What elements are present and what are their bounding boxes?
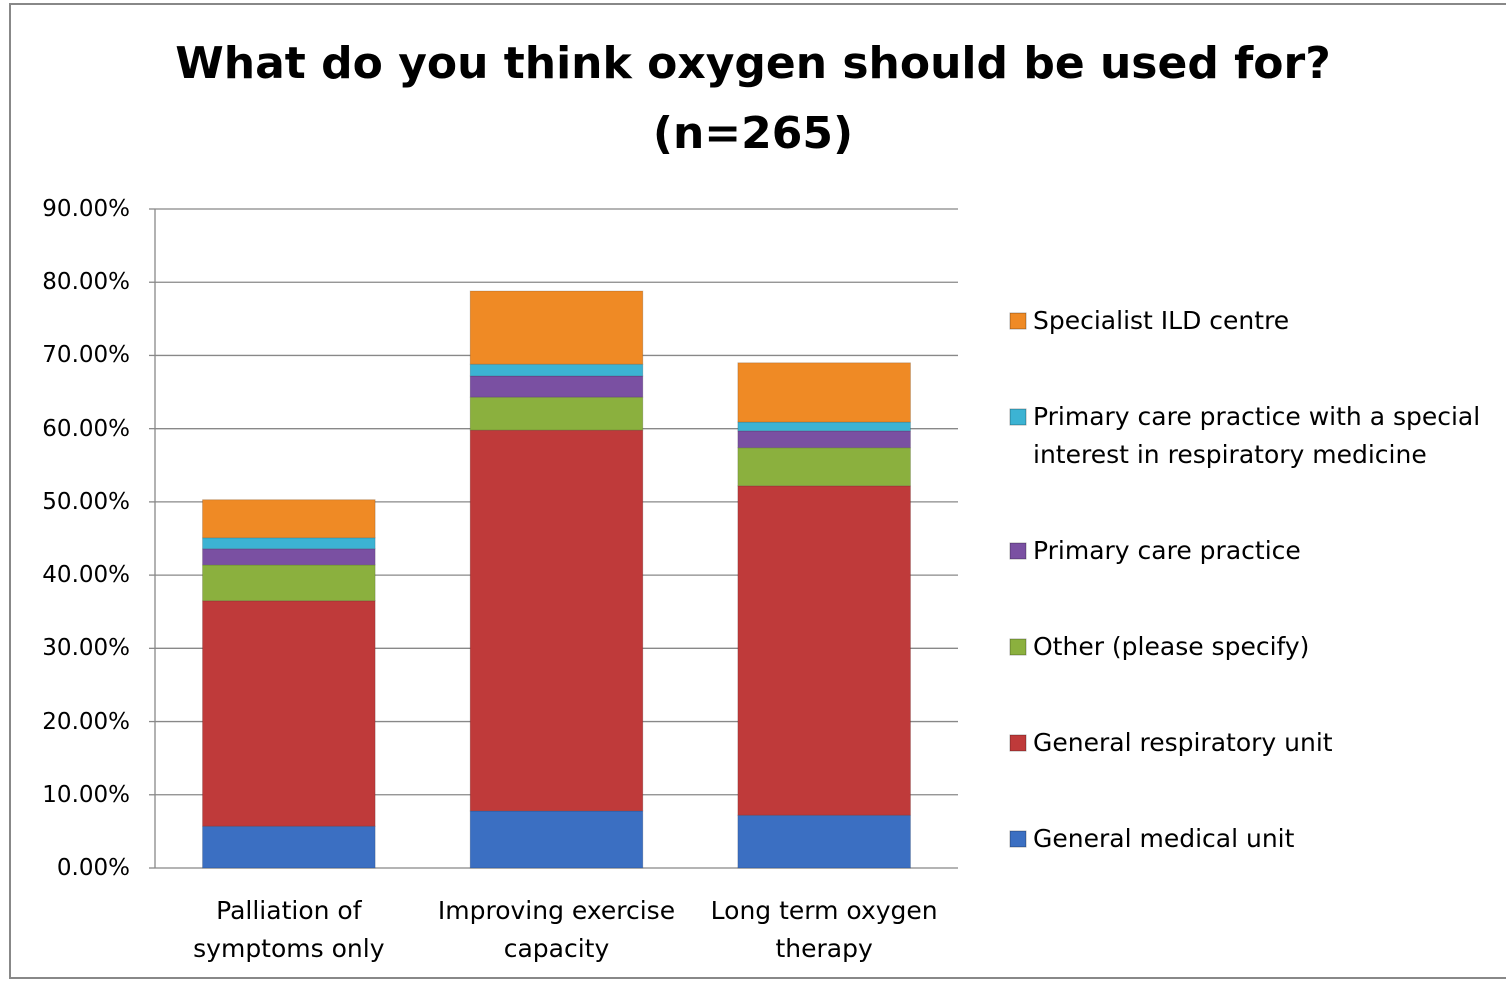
- bar-segment: [737, 421, 911, 432]
- legend-swatch: [1009, 830, 1027, 848]
- chart-subtitle: (n=265): [652, 108, 854, 159]
- y-tick-label: 0.00%: [56, 855, 130, 881]
- bar-segment: [469, 290, 644, 365]
- bar-segment: [737, 447, 911, 487]
- x-tick-label: Improving exercise capacity: [437, 896, 676, 963]
- bar-segment: [202, 600, 376, 827]
- legend-label: General respiratory unit: [1033, 728, 1333, 757]
- bar-segment: [202, 825, 376, 869]
- bar-segment: [469, 810, 644, 869]
- bar-segment: [469, 429, 644, 812]
- y-tick-label: 60.00%: [42, 415, 130, 442]
- bar-segment: [469, 375, 644, 398]
- y-tick-label: 50.00%: [42, 488, 130, 515]
- bar-segment: [202, 548, 376, 566]
- x-tick-label: Long term oxygen therapy: [710, 896, 938, 963]
- legend-swatch: [1009, 312, 1027, 330]
- y-tick-label: 40.00%: [42, 562, 130, 589]
- bar-segment: [469, 363, 644, 377]
- bar-segment: [202, 564, 376, 602]
- legend-label: General medical unit: [1033, 824, 1295, 853]
- y-tick-label: 10.00%: [42, 781, 130, 808]
- y-tick-label: 30.00%: [42, 635, 130, 662]
- y-tick-label: 20.00%: [42, 708, 130, 735]
- chart-title: What do you think oxygen should be used …: [175, 38, 1331, 89]
- bar-segment: [737, 362, 911, 423]
- legend-label: Primary care practice: [1033, 536, 1301, 565]
- legend-label: Primary care practice with a special int…: [1033, 402, 1481, 469]
- frame: [9, 3, 1506, 979]
- y-tick-label: 80.00%: [42, 269, 130, 296]
- legend-swatch: [1009, 408, 1027, 426]
- x-tick-label: Palliation of symptoms only: [193, 896, 385, 963]
- y-tick-label: 70.00%: [42, 342, 130, 369]
- bar-segment: [469, 396, 644, 431]
- bar-segment: [737, 430, 911, 449]
- bar-segment: [202, 537, 376, 550]
- bar-segment: [737, 814, 911, 869]
- legend-label: Specialist ILD centre: [1033, 306, 1290, 335]
- legend-swatch: [1009, 638, 1027, 656]
- bar-segment: [202, 499, 376, 539]
- bar-segment: [737, 485, 911, 816]
- legend-swatch: [1009, 734, 1027, 752]
- legend-swatch: [1009, 542, 1027, 560]
- y-tick-label: 90.00%: [42, 196, 130, 222]
- legend-label: Other (please specify): [1033, 632, 1310, 661]
